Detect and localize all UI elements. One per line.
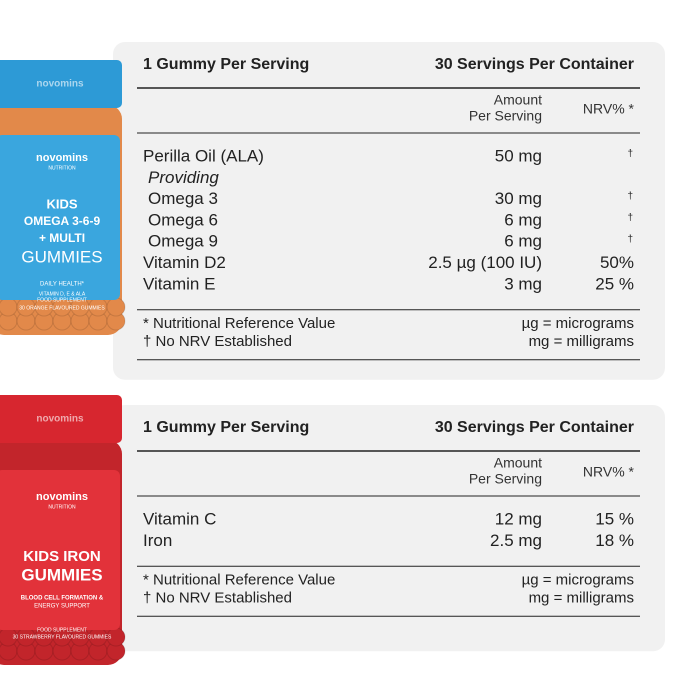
- nrv-header: NRV% *: [583, 101, 635, 117]
- unit-note: mg = milligrams: [529, 589, 634, 606]
- bottle-text: FOOD SUPPLEMENT: [37, 627, 87, 633]
- footnote: † No NRV Established: [143, 589, 292, 606]
- nutrient-amount: 6 mg: [504, 210, 542, 229]
- bottle-text: novomins: [36, 491, 88, 503]
- serving-size: 1 Gummy Per Serving: [143, 419, 309, 436]
- nutrient-amount: 2.5 mg: [490, 531, 542, 550]
- nutrient-amount: 6 mg: [504, 232, 542, 251]
- nutrient-name: Omega 3: [148, 189, 218, 208]
- amount-header: Amount: [494, 92, 542, 108]
- bottle-text: FOOD SUPPLEMENT: [37, 297, 87, 303]
- nutrient-nrv: 25 %: [595, 274, 634, 293]
- nutrient-nrv: †: [627, 234, 633, 245]
- bottle-text: KIDS IRON: [23, 548, 101, 565]
- bottle-text: GUMMIES: [21, 247, 102, 266]
- bottle-text: BLOOD CELL FORMATION &: [21, 596, 104, 602]
- bottle-text: VITAMIN D, E & ALA: [39, 291, 86, 297]
- bottle-text: novomins: [36, 152, 88, 164]
- nutrient-amount: 30 mg: [495, 189, 542, 208]
- bottle-text: DAILY HEALTH*: [40, 282, 85, 288]
- nutrient-name: Iron: [143, 531, 172, 550]
- nutrient-name: Vitamin C: [143, 509, 216, 528]
- nutrient-name: Omega 9: [148, 232, 218, 251]
- nutrient-nrv: †: [627, 149, 633, 160]
- bottle-text: NUTRITION: [48, 165, 76, 171]
- bottle-text: ENERGY SUPPORT: [34, 604, 90, 610]
- nutrient-amount: 50 mg: [495, 146, 542, 165]
- cap-text: novomins: [36, 79, 84, 90]
- footnote: * Nutritional Reference Value: [143, 571, 335, 588]
- bottle-cap: [0, 395, 122, 443]
- bottle-text: KIDS: [46, 196, 77, 211]
- cap-text: novomins: [36, 414, 84, 425]
- bottle-text: 30 STRAWBERRY FLAVOURED GUMMIES: [13, 634, 112, 640]
- serving-size: 1 Gummy Per Serving: [143, 56, 309, 73]
- servings-per-container: 30 Servings Per Container: [435, 419, 634, 436]
- nutrient-name: Omega 6: [148, 210, 218, 229]
- unit-note: µg = micrograms: [522, 571, 634, 588]
- nutrient-name: Providing: [148, 168, 219, 187]
- bottle-text: GUMMIES: [21, 565, 102, 584]
- amount-header: Amount: [494, 455, 542, 471]
- nutrient-nrv: †: [627, 191, 633, 202]
- bottle-text: NUTRITION: [48, 504, 76, 510]
- table-panel: [113, 405, 665, 652]
- bottle-cap: [0, 60, 122, 108]
- bottle-label: [0, 135, 120, 300]
- bottle-text: 30 ORANGE FLAVOURED GUMMIES: [19, 305, 105, 311]
- footnote: * Nutritional Reference Value: [143, 315, 335, 332]
- bottle-label: [0, 470, 120, 630]
- footnote: † No NRV Established: [143, 333, 292, 350]
- amount-header: Per Serving: [469, 108, 542, 124]
- bottle-text: + MULTI: [39, 231, 85, 245]
- nutrient-name: Vitamin D2: [143, 253, 226, 272]
- gummy: [106, 297, 126, 317]
- nutrient-name: Vitamin E: [143, 274, 215, 293]
- nutrient-nrv: †: [627, 213, 633, 224]
- nutrient-nrv: 50%: [600, 253, 634, 272]
- unit-note: µg = micrograms: [522, 315, 634, 332]
- bottle-text: OMEGA 3-6-9: [24, 214, 101, 228]
- nutrient-amount: 2.5 µg (100 IU): [428, 253, 542, 272]
- gummy: [0, 297, 18, 317]
- nutrient-nrv: 18 %: [595, 531, 634, 550]
- servings-per-container: 30 Servings Per Container: [435, 56, 634, 73]
- nutrient-name: Perilla Oil (ALA): [143, 146, 264, 165]
- nrv-header: NRV% *: [583, 464, 635, 480]
- unit-note: mg = milligrams: [529, 333, 634, 350]
- amount-header: Per Serving: [469, 471, 542, 487]
- nutrient-amount: 12 mg: [495, 509, 542, 528]
- table-panel: [113, 42, 665, 380]
- nutrient-nrv: 15 %: [595, 509, 634, 528]
- nutrient-amount: 3 mg: [504, 274, 542, 293]
